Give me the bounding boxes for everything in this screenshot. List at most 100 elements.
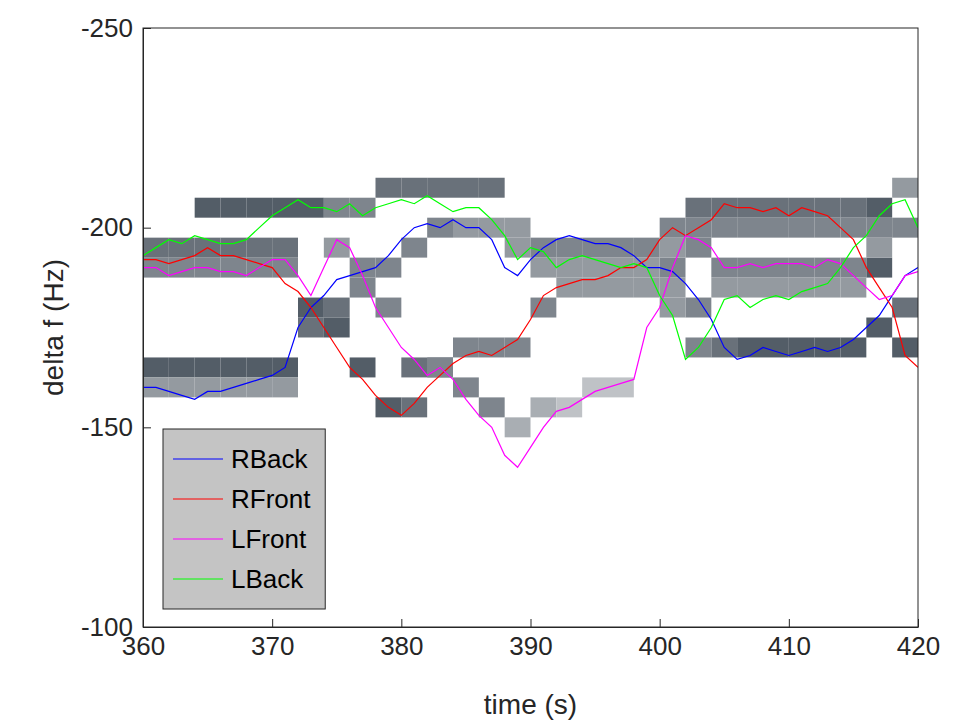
heatmap-cell — [841, 218, 867, 238]
heatmap-cell — [763, 258, 789, 278]
x-axis-line — [144, 627, 919, 628]
heatmap-cell — [479, 178, 505, 198]
heatmap-cell — [272, 238, 298, 258]
y-axis-title: delta f (Hz) — [38, 259, 69, 396]
heatmap-cell — [246, 238, 272, 258]
heatmap-cell — [221, 357, 247, 377]
x-tick-label: 380 — [380, 631, 423, 661]
heatmap-cell — [505, 337, 531, 357]
legend-swatch — [173, 498, 223, 499]
x-tick: 390 — [509, 619, 552, 661]
x-tick-mark — [531, 619, 532, 627]
y-axis-line — [143, 29, 144, 628]
heatmap-cell — [453, 337, 479, 357]
legend-label: LFront — [231, 524, 307, 554]
heatmap-cell — [479, 397, 505, 417]
heatmap-cell — [401, 238, 427, 258]
x-axis: 360370380390400410420 — [122, 619, 940, 661]
heatmap-cell — [246, 357, 272, 377]
x-tick: 380 — [380, 619, 423, 661]
heatmap-cell — [324, 298, 350, 318]
heatmap-cell — [789, 218, 815, 238]
heatmap-cell — [531, 258, 557, 278]
heatmap-cell — [505, 238, 531, 258]
heatmap-cell — [505, 417, 531, 437]
heatmap-cell — [737, 337, 763, 357]
heatmap-cell — [866, 318, 892, 338]
heatmap-cell — [686, 198, 712, 218]
y-tick-label: -200 — [81, 212, 133, 242]
x-tick-mark — [918, 619, 919, 627]
heatmap-cell — [763, 278, 789, 298]
y-tick-label: -150 — [81, 412, 133, 442]
x-tick-mark — [660, 619, 661, 627]
heatmap-cell — [143, 357, 169, 377]
heatmap-cell — [582, 278, 608, 298]
y-tick-mark — [143, 28, 151, 29]
plot-frame — [143, 28, 918, 627]
y-tick-mark — [143, 627, 151, 628]
series-line — [143, 196, 918, 360]
series-line — [143, 204, 918, 416]
y-tick: -150 — [81, 412, 151, 442]
heatmap-cell — [841, 198, 867, 218]
heatmap-cell — [531, 298, 557, 318]
heatmap-cell — [686, 238, 712, 258]
x-tick: 400 — [638, 619, 681, 661]
heatmap-cell — [866, 238, 892, 258]
heatmap-cell — [479, 337, 505, 357]
heatmap-cell — [711, 278, 737, 298]
heatmap-cell — [272, 377, 298, 397]
legend-swatch — [173, 458, 223, 459]
y-tick: -200 — [81, 212, 151, 242]
heatmap-cell — [272, 258, 298, 278]
y-tick-mark — [143, 228, 151, 229]
heatmap-cell — [401, 178, 427, 198]
heatmap-cell — [582, 377, 608, 397]
y-tick-label: -100 — [81, 612, 133, 642]
x-tick-label: 370 — [251, 631, 294, 661]
heatmap-cell — [427, 178, 453, 198]
x-tick: 370 — [251, 619, 294, 661]
heatmap-cell — [195, 357, 221, 377]
series-line — [143, 220, 918, 400]
y-axis: -250 -200 -150 -100 — [81, 13, 151, 642]
heatmap-cell — [453, 377, 479, 397]
legend-label: RBack — [231, 444, 309, 474]
y-tick: -250 — [81, 13, 151, 43]
x-tick-label: 420 — [897, 631, 940, 661]
heatmap-cell — [221, 198, 247, 218]
legend-swatch — [173, 578, 223, 579]
heatmap-cell — [376, 178, 402, 198]
heatmap-cell — [815, 337, 841, 357]
heatmap-cell — [841, 278, 867, 298]
legend-label: RFront — [231, 484, 311, 514]
legend-label: LBack — [231, 564, 304, 594]
heatmap-cell — [815, 278, 841, 298]
heatmap-cell — [324, 198, 350, 218]
heatmap-cell — [401, 397, 427, 417]
x-tick-label: 400 — [638, 631, 681, 661]
heatmap-cell — [376, 258, 402, 278]
heatmap-cell — [531, 397, 557, 417]
heatmap-cell — [892, 298, 918, 318]
heatmap-cell — [453, 178, 479, 198]
heatmap-cell — [892, 178, 918, 198]
y-tick-mark — [143, 427, 151, 428]
legend: RBack RFront LFront LBack — [163, 429, 325, 609]
heatmap-cell — [737, 278, 763, 298]
heatmap-cell — [737, 258, 763, 278]
x-tick-label: 390 — [509, 631, 552, 661]
x-axis-title: time (s) — [484, 689, 577, 720]
heatmap-cell — [556, 258, 582, 278]
heatmap-cell — [582, 258, 608, 278]
heatmap-cell — [815, 258, 841, 278]
heatmap-cell — [169, 357, 195, 377]
x-tick-mark — [789, 619, 790, 627]
heatmap-cell — [169, 377, 195, 397]
heatmap-cell — [815, 218, 841, 238]
heatmap-cell — [246, 198, 272, 218]
heatmap-cell — [763, 218, 789, 238]
legend-box — [163, 429, 325, 609]
heatmap-cell — [660, 238, 686, 258]
